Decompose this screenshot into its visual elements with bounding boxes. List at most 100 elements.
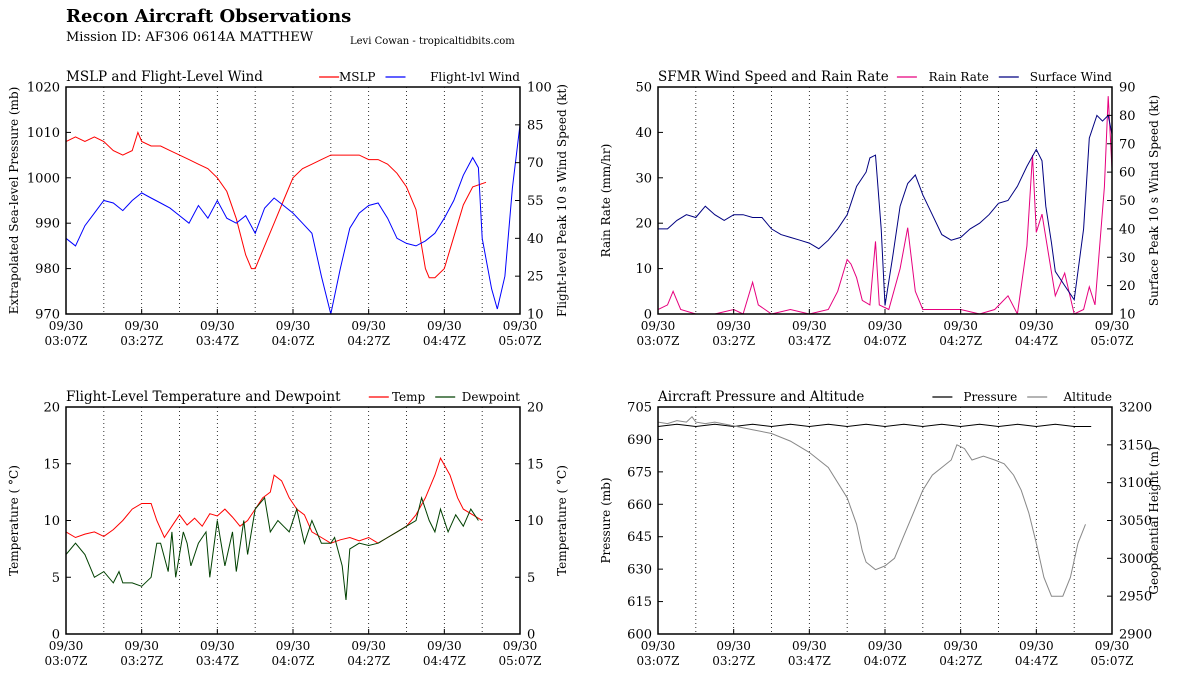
- y2-tick-label: 10: [527, 308, 544, 323]
- y-tick-label: 50: [635, 81, 652, 96]
- series-line-mslp: [66, 130, 487, 279]
- y-tick-label: 30: [635, 171, 652, 186]
- x-tick-label-date: 09/30: [792, 319, 827, 333]
- credit-text: Levi Cowan - tropicaltidbits.com: [350, 36, 515, 47]
- y2-tick-label: 70: [527, 156, 544, 171]
- x-tick-label-time: 03:47Z: [788, 654, 831, 668]
- y2-tick-label: 60: [1119, 166, 1136, 181]
- y2-tick-label: 10: [1119, 308, 1136, 323]
- x-tick-label-time: 05:07Z: [1091, 654, 1134, 668]
- legend-label: Surface Wind: [1030, 70, 1113, 84]
- y-tick-label: 1000: [27, 171, 60, 186]
- x-tick-label-time: 03:27Z: [712, 654, 755, 668]
- y2-tick-label: 80: [1119, 109, 1136, 124]
- x-tick-label-date: 09/30: [716, 319, 751, 333]
- x-tick-label-date: 09/30: [427, 319, 462, 333]
- x-tick-label-time: 05:07Z: [499, 334, 542, 348]
- y2-tick-label: 2950: [1119, 590, 1152, 605]
- y-tick-label: 0: [52, 628, 60, 643]
- mission-id: Mission ID: AF306 0614A MATTHEW: [66, 30, 314, 45]
- y2-tick-label: 70: [1119, 137, 1136, 152]
- x-tick-label-date: 09/30: [49, 319, 84, 333]
- y2-tick-label: 20: [527, 401, 544, 416]
- legend-label: Flight-lvl Wind: [430, 70, 520, 84]
- y-tick-label: 690: [627, 433, 652, 448]
- series-line-rain-rate: [658, 96, 1112, 314]
- x-tick-label-time: 03:07Z: [45, 334, 88, 348]
- y-tick-label: 990: [35, 217, 60, 232]
- legend-label: Altitude: [1063, 390, 1113, 404]
- x-tick-label-time: 04:07Z: [272, 654, 315, 668]
- x-tick-label-time: 05:07Z: [499, 654, 542, 668]
- legend-label: Dewpoint: [462, 390, 520, 404]
- x-tick-label-time: 04:07Z: [272, 334, 315, 348]
- x-tick-label-time: 04:27Z: [939, 334, 982, 348]
- y2-tick-label: 40: [527, 232, 544, 247]
- x-tick-label-time: 03:47Z: [788, 334, 831, 348]
- legend-label: Rain Rate: [929, 70, 989, 84]
- x-tick-label-date: 09/30: [200, 639, 235, 653]
- x-tick-label-time: 03:07Z: [637, 334, 680, 348]
- y-tick-label: 10: [43, 514, 60, 529]
- chart-panel-4: 600 615 630 645 660 675 690 705 2900 2950 3000 3050…: [599, 389, 1161, 668]
- chart-panel-1: 970 980 990 1000 1010 1020 10 25 40 55 70 85 100 09/3…: [7, 69, 569, 348]
- y2-tick-label: 2900: [1119, 628, 1152, 643]
- y2-tick-label: 40: [1119, 222, 1136, 237]
- y-axis-label: Pressure (mb): [599, 477, 613, 563]
- x-tick-label-time: 04:07Z: [864, 334, 907, 348]
- x-tick-label-time: 04:47Z: [423, 334, 466, 348]
- chart-panel-3: 051015200510152009/3003:07Z09/3003:27Z09…: [7, 389, 569, 668]
- y2-tick-label: 85: [527, 118, 544, 133]
- y-tick-label: 1020: [27, 81, 60, 96]
- x-tick-label-date: 09/30: [1095, 319, 1130, 333]
- x-tick-label-date: 09/30: [1019, 319, 1054, 333]
- y2-tick-label: 3150: [1119, 438, 1152, 453]
- y-tick-label: 10: [635, 262, 652, 277]
- x-tick-label-time: 04:27Z: [347, 334, 390, 348]
- y-tick-label: 645: [627, 530, 652, 545]
- x-tick-label-time: 03:27Z: [120, 334, 163, 348]
- x-tick-label-date: 09/30: [200, 319, 235, 333]
- y2-tick-label: 30: [1119, 251, 1136, 266]
- x-tick-label-time: 03:27Z: [120, 654, 163, 668]
- y-tick-label: 600: [627, 628, 652, 643]
- x-tick-label-time: 04:07Z: [864, 654, 907, 668]
- x-tick-label-time: 05:07Z: [1091, 334, 1134, 348]
- y2-tick-label: 0: [527, 628, 535, 643]
- x-tick-label-date: 09/30: [503, 319, 538, 333]
- y-tick-label: 1010: [27, 126, 60, 141]
- y-tick-label: 40: [635, 126, 652, 141]
- x-tick-label-date: 09/30: [716, 639, 751, 653]
- x-tick-label-date: 09/30: [351, 639, 386, 653]
- y2-tick-label: 100: [527, 81, 552, 96]
- series-line-dewpoint: [66, 496, 479, 601]
- y2-axis-label: Flight-level Peak 10 s Wind Speed (kt): [555, 84, 569, 317]
- y2-tick-label: 55: [527, 194, 544, 209]
- y2-tick-label: 25: [527, 270, 544, 285]
- legend-label: Temp: [392, 390, 426, 404]
- y-tick-label: 630: [627, 563, 652, 578]
- y2-tick-label: 3100: [1119, 476, 1152, 491]
- x-tick-label-date: 09/30: [49, 639, 84, 653]
- x-tick-label-date: 09/30: [124, 639, 159, 653]
- x-tick-label-time: 03:27Z: [712, 334, 755, 348]
- y-tick-label: 15: [43, 457, 60, 472]
- y2-tick-label: 3050: [1119, 514, 1152, 529]
- y-axis-label: Extrapolated Sea-level Pressure (mb): [7, 87, 21, 315]
- page-title: Recon Aircraft Observations: [66, 6, 352, 27]
- y2-tick-label: 20: [1119, 279, 1136, 294]
- y2-axis-label: Geopotential Height (m): [1147, 446, 1161, 594]
- x-tick-label-date: 09/30: [351, 319, 386, 333]
- x-tick-label-date: 09/30: [792, 639, 827, 653]
- y-tick-label: 660: [627, 498, 652, 513]
- x-tick-label-time: 04:27Z: [347, 654, 390, 668]
- legend-label: Pressure: [963, 390, 1017, 404]
- series-line-flight-lvl-wind: [66, 121, 520, 314]
- x-tick-label-time: 04:47Z: [1015, 334, 1058, 348]
- x-tick-label-time: 04:47Z: [1015, 654, 1058, 668]
- x-tick-label-date: 09/30: [641, 639, 676, 653]
- chart-title: Flight-Level Temperature and Dewpoint: [66, 389, 341, 405]
- y-tick-label: 0: [644, 308, 652, 323]
- y-axis-label: Temperature ( °C): [7, 465, 21, 576]
